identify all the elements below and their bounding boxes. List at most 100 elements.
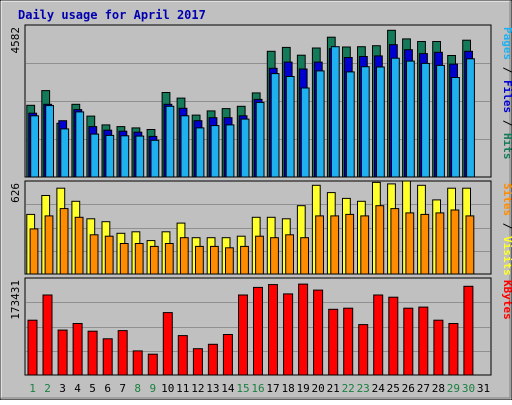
series-pages: [30, 46, 475, 178]
x-tick-label-day-11: 11: [176, 382, 189, 395]
legend-sites: Sites: [501, 183, 512, 216]
bar-kbytes-day-1: [27, 319, 38, 376]
bar-sites-day-9: [149, 245, 159, 275]
bar-kbytes-day-5: [87, 330, 98, 376]
x-tick-label-day-28: 28: [432, 382, 445, 395]
x-tick-label-day-13: 13: [206, 382, 219, 395]
bar-pages-day-27: [421, 62, 430, 178]
x-tick-label-day-4: 4: [74, 382, 81, 395]
bar-kbytes-day-16: [253, 286, 263, 376]
bar-kbytes-day-15: [238, 294, 248, 376]
bar-pages-day-9: [150, 139, 160, 178]
bar-pages-day-15: [240, 118, 250, 178]
bar-kbytes-day-8: [132, 350, 143, 376]
x-tick-label-day-16: 16: [251, 382, 264, 395]
legend-hits: Hits: [501, 133, 512, 160]
bar-sites-day-30: [465, 215, 475, 275]
panel-visitors: 626 Sites / Visits: [9, 180, 512, 276]
bar-sites-day-15: [240, 245, 249, 275]
bar-kbytes-day-21: [328, 308, 339, 376]
bar-sites-day-22: [345, 213, 355, 275]
bar-kbytes-day-19: [298, 283, 309, 376]
bar-pages-day-10: [165, 105, 175, 178]
bar-pages-day-7: [120, 135, 130, 178]
x-tick-label-day-20: 20: [311, 382, 324, 395]
bar-kbytes-day-2: [42, 294, 53, 376]
bar-kbytes-day-20: [313, 289, 324, 376]
bar-pages-day-29: [451, 77, 460, 178]
bar-pages-day-16: [255, 101, 265, 178]
bar-pages-day-20: [315, 70, 325, 178]
bar-sites-day-3: [59, 208, 69, 275]
bar-kbytes-day-11: [177, 335, 188, 376]
bar-sites-day-25: [390, 208, 400, 275]
bar-sites-day-17: [270, 237, 279, 275]
bar-pages-day-25: [391, 57, 400, 178]
legend-visits: Visits: [501, 236, 512, 276]
bar-kbytes-day-23: [358, 324, 369, 376]
legend-separator: /: [501, 216, 512, 236]
legend-separator: /: [501, 60, 512, 80]
x-tick-label-day-6: 6: [104, 382, 111, 395]
bar-kbytes-day-13: [207, 343, 218, 376]
panel-kbytes-legend: KBytes: [501, 280, 512, 320]
bar-sites-day-21: [330, 215, 340, 275]
bar-kbytes-day-7: [117, 330, 128, 376]
bar-kbytes-day-14: [222, 334, 233, 376]
legend-pages: Pages: [501, 27, 512, 60]
bar-kbytes-day-26: [403, 307, 414, 376]
x-tick-label-day-26: 26: [402, 382, 415, 395]
bar-pages-day-21: [330, 46, 340, 178]
bar-pages-day-13: [210, 125, 220, 178]
bar-sites-day-8: [134, 243, 144, 275]
bar-sites-day-14: [225, 247, 234, 275]
legend-separator: /: [501, 113, 512, 133]
x-tick-label-day-31: 31: [477, 382, 490, 395]
panel-requests-legend: Pages / Files / Hits: [501, 27, 512, 160]
x-tick-label-day-3: 3: [59, 382, 66, 395]
x-tick-label-day-27: 27: [417, 382, 430, 395]
bar-pages-day-26: [406, 60, 415, 178]
bar-kbytes-day-9: [147, 353, 158, 376]
bar-sites-day-23: [360, 215, 370, 275]
panel-kbytes: 173431 KBytes: [9, 277, 512, 376]
bar-sites-day-4: [74, 216, 84, 275]
bar-sites-day-2: [44, 215, 54, 275]
panel-requests-ymax-label: 4582: [9, 27, 22, 54]
bar-pages-day-17: [270, 73, 280, 178]
x-tick-label-day-14: 14: [221, 382, 235, 395]
x-tick-label-day-5: 5: [89, 382, 96, 395]
bar-pages-day-1: [30, 115, 40, 178]
x-tick-label-day-10: 10: [161, 382, 174, 395]
chart-title: Daily usage for April 2017: [18, 8, 206, 22]
panel-kbytes-ymax-label: 173431: [9, 280, 22, 320]
bar-pages-day-5: [90, 133, 100, 178]
bar-pages-day-28: [436, 64, 445, 178]
panel-visitors-ymax-label: 626: [9, 183, 22, 203]
bar-sites-day-27: [420, 213, 430, 275]
bar-kbytes-day-27: [418, 306, 429, 376]
x-tick-label-day-2: 2: [44, 382, 51, 395]
bar-sites-day-28: [435, 212, 445, 275]
bar-pages-day-19: [300, 87, 310, 178]
bar-pages-day-2: [45, 105, 55, 178]
bar-sites-day-5: [89, 234, 99, 275]
bar-pages-day-18: [285, 76, 295, 178]
bar-kbytes-day-4: [72, 323, 83, 376]
bar-sites-day-12: [195, 245, 204, 275]
bar-kbytes-day-29: [448, 323, 459, 376]
bar-pages-day-23: [360, 66, 370, 178]
bar-kbytes-day-6: [102, 338, 113, 376]
bar-sites-day-29: [450, 209, 460, 275]
x-tick-label-day-12: 12: [191, 382, 204, 395]
x-tick-label-day-25: 25: [387, 382, 400, 395]
x-tick-label-day-8: 8: [134, 382, 141, 395]
bar-kbytes-day-12: [192, 348, 203, 376]
bar-pages-day-6: [105, 134, 115, 178]
x-tick-label-day-9: 9: [149, 382, 156, 395]
bar-sites-day-20: [315, 215, 325, 275]
bar-sites-day-1: [29, 228, 39, 275]
panel-visitors-legend: Sites / Visits: [501, 183, 512, 276]
